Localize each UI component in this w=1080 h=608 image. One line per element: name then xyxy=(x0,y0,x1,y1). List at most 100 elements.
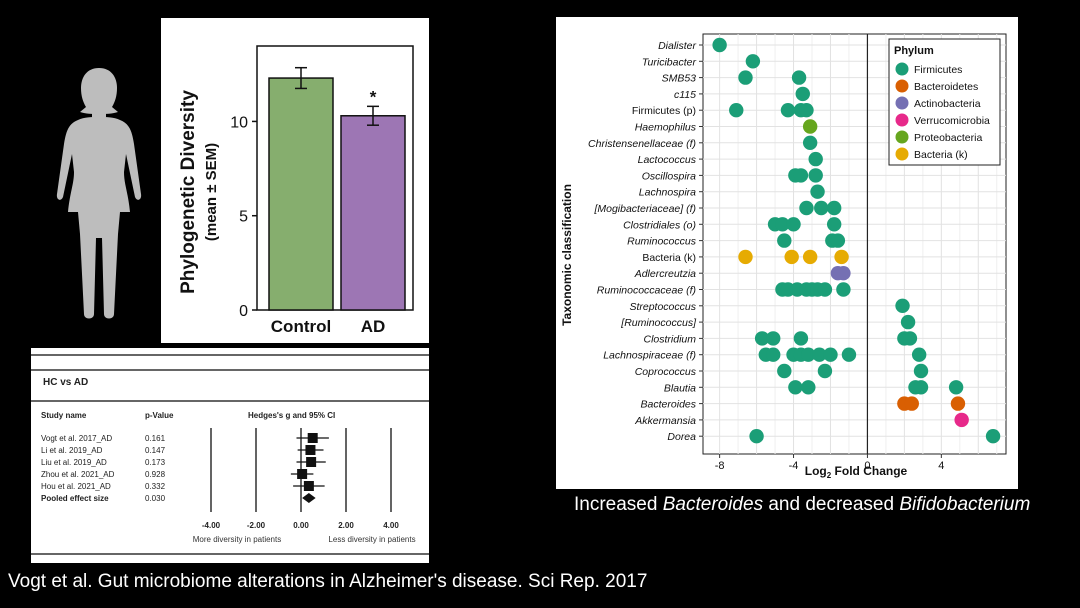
forest-study-name: Zhou et al. 2021_AD xyxy=(41,470,115,479)
legend-swatch-verrucomicrobia xyxy=(895,113,909,127)
dot-category-label: Lachnospira xyxy=(639,187,696,199)
log2-fold-change-dot-plot: -8 -4 0 4 Dialister Turicibacter SMB53 c115 Fir… xyxy=(556,17,1018,489)
bar-ytick-label: 10 xyxy=(230,114,248,131)
forest-plot-panel: HC vs AD Study name p-Value Hedges's g a… xyxy=(31,348,429,563)
forest-xtick-label: 4.00 xyxy=(383,521,399,530)
dot-category-label: Dialister xyxy=(658,40,696,52)
bar-category-label: AD xyxy=(361,317,386,336)
dot-point-firmicutes xyxy=(766,347,781,362)
significance-star: * xyxy=(370,87,377,106)
forest-study-name: Liu et al. 2019_AD xyxy=(41,458,107,467)
dot-point-firmicutes xyxy=(738,70,753,85)
dot-category-label: Adlercreutzia xyxy=(634,268,696,280)
dot-point-firmicutes xyxy=(754,331,770,346)
dot-category-label: [Ruminococcus] xyxy=(620,317,697,329)
citation-text: Vogt et al. Gut microbiome alterations i… xyxy=(8,571,648,592)
dot-category-label: Streptococcus xyxy=(629,301,696,313)
bar-category-label: Control xyxy=(271,317,331,336)
findings-caption: Increased Bacteroides and decreased Bifi… xyxy=(574,494,1031,515)
forest-xlabel-left: More diversity in patients xyxy=(193,535,281,544)
dot-point-bacteria_k xyxy=(834,249,849,265)
forest-xtick-label: 0.00 xyxy=(293,521,309,530)
dot-point-firmicutes xyxy=(749,429,764,444)
dot-point-firmicutes xyxy=(911,347,927,362)
forest-effect-square xyxy=(305,445,316,455)
legend-swatch-bacteria_k xyxy=(895,147,909,161)
bar-chart-ylabel: Phylogenetic Diversity xyxy=(178,90,199,294)
dot-point-firmicutes xyxy=(808,168,823,183)
dot-point-firmicutes xyxy=(777,233,792,248)
dot-point-firmicutes xyxy=(712,37,727,53)
dot-point-firmicutes xyxy=(913,363,929,379)
forest-effect-square xyxy=(303,481,314,491)
dot-point-firmicutes xyxy=(766,331,781,346)
legend-label: Actinobacteria xyxy=(914,98,981,110)
dot-point-firmicutes xyxy=(793,168,809,183)
forest-pvalue: 0.928 xyxy=(145,470,166,479)
dot-point-firmicutes xyxy=(801,347,816,362)
dot-point-firmicutes xyxy=(808,151,823,167)
forest-study-name: Pooled effect size xyxy=(41,494,109,503)
dot-point-firmicutes xyxy=(795,86,810,102)
forest-effect-square xyxy=(307,433,318,443)
legend-label: Firmicutes xyxy=(914,64,962,76)
dot-point-bacteria_k xyxy=(802,249,818,265)
dot-xtick-label: -8 xyxy=(715,460,725,472)
dot-point-firmicutes xyxy=(948,380,964,395)
dot-point-bacteria_k xyxy=(738,249,753,265)
dot-point-firmicutes xyxy=(775,217,790,232)
legend-swatch-bacteroidetes xyxy=(895,79,909,93)
dot-point-firmicutes xyxy=(729,103,744,118)
dot-point-firmicutes xyxy=(830,233,846,248)
dot-category-label: Haemophilus xyxy=(635,122,697,134)
dot-point-firmicutes xyxy=(826,200,842,216)
bar-ytick-label: 0 xyxy=(239,303,248,320)
dot-category-label: SMB53 xyxy=(662,73,697,85)
dot-point-firmicutes xyxy=(786,217,801,232)
dot-legend-title: Phylum xyxy=(894,45,934,57)
dot-category-label: Firmicutes (p) xyxy=(632,105,696,117)
legend-label: Proteobacteria xyxy=(914,132,982,144)
forest-xtick-label: 2.00 xyxy=(338,521,354,530)
dot-point-actinobacteria xyxy=(836,266,851,281)
dot-point-firmicutes xyxy=(836,282,851,297)
forest-header-hedges: Hedges's g and 95% CI xyxy=(248,411,335,420)
dot-category-label: Christensenellaceae (f) xyxy=(588,138,696,150)
dot-category-label: Bacteroides xyxy=(641,399,697,411)
forest-pvalue: 0.332 xyxy=(145,482,166,491)
dot-point-firmicutes xyxy=(841,347,857,362)
dot-xtick-label: -4 xyxy=(789,460,799,472)
legend-label: Verrucomicrobia xyxy=(914,115,990,127)
dot-point-firmicutes xyxy=(985,429,1001,444)
dot-category-label: Lactococcus xyxy=(638,154,697,166)
dot-point-firmicutes xyxy=(799,103,814,118)
dot-category-label: Ruminococcaceae (f) xyxy=(597,285,696,297)
legend-swatch-actinobacteria xyxy=(895,96,909,110)
dot-point-firmicutes xyxy=(826,217,842,232)
dot-point-firmicutes xyxy=(810,184,825,199)
bar-ad xyxy=(340,115,406,311)
dot-category-label: Dorea xyxy=(667,431,696,443)
bar-control xyxy=(268,77,334,311)
legend-label: Bacteroidetes xyxy=(914,81,978,93)
dot-point-bacteroidetes xyxy=(904,396,919,411)
dot-point-firmicutes xyxy=(801,380,816,395)
legend-swatch-proteobacteria xyxy=(895,130,909,144)
dot-point-firmicutes xyxy=(791,70,807,85)
dot-point-firmicutes xyxy=(812,347,827,362)
dot-category-label: Clostridiales (o) xyxy=(623,219,696,231)
dot-point-firmicutes xyxy=(814,200,829,216)
dot-point-firmicutes xyxy=(895,298,910,313)
dot-point-firmicutes xyxy=(788,380,803,395)
pooled-effect-diamond xyxy=(302,493,316,503)
dot-point-verrucomicrobia xyxy=(954,412,969,428)
dot-plot-ylabel: Taxonomic classification xyxy=(560,184,574,326)
dot-category-label: Oscillospira xyxy=(642,170,696,182)
dot-xtick-label: 4 xyxy=(938,460,944,472)
dot-category-label: Ruminococcus xyxy=(627,236,697,248)
dot-point-proteobacteria xyxy=(802,119,818,134)
forest-pvalue: 0.147 xyxy=(145,446,166,455)
dot-category-label: Coprococcus xyxy=(635,366,697,378)
bar-chart-ylabel-sub: (mean ± SEM) xyxy=(203,143,220,241)
dot-point-firmicutes xyxy=(902,331,918,346)
